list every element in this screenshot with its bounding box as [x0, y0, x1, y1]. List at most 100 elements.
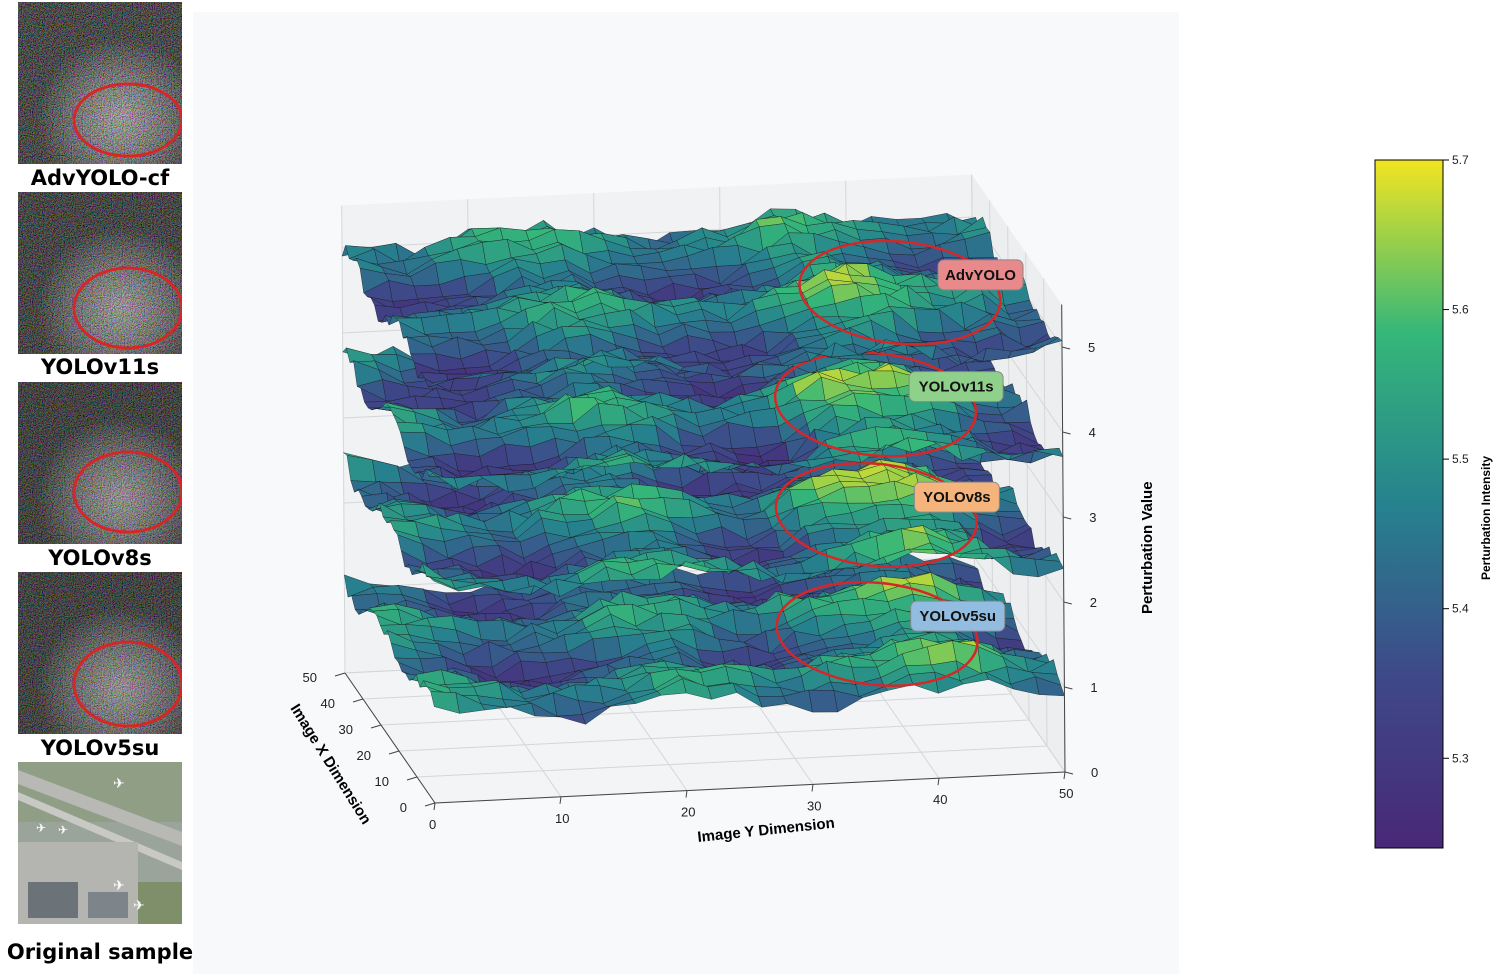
x-tick-label: 40	[321, 696, 335, 711]
thumbnail-label: YOLOv5su	[40, 736, 160, 760]
surface-cell	[420, 314, 451, 335]
z-tick-mark	[1063, 516, 1072, 520]
z-tick-mark	[1061, 346, 1071, 350]
z-tick-label: 1	[1090, 680, 1097, 695]
thumbnail-advyolo-cf	[18, 2, 182, 164]
grid-line	[380, 693, 1012, 726]
y-tick-label: 50	[1059, 786, 1073, 801]
colorbar-tick-label: 5.4	[1452, 602, 1469, 616]
x-tick-mark	[370, 724, 382, 729]
surface-cell	[867, 370, 898, 390]
y-tick-label: 10	[555, 811, 569, 826]
y-tick-mark	[811, 784, 814, 792]
airplane-icon: ✈	[36, 821, 46, 835]
highlight-ellipse	[775, 580, 979, 687]
surface-cell	[843, 486, 874, 504]
surface-cell	[454, 453, 484, 472]
surface-cell	[477, 619, 507, 642]
layer-tag-label: AdvYOLO	[945, 267, 1016, 284]
layer-tag: YOLOv5su	[910, 600, 1006, 632]
surface-cell	[878, 394, 909, 417]
layer-tag-label: YOLOv11s	[919, 379, 994, 396]
colorbar-tick-label: 5.7	[1452, 153, 1469, 167]
surface-cell	[1009, 556, 1039, 578]
surface-cell	[445, 312, 476, 333]
highlight-ellipse	[72, 266, 182, 350]
layer-tag-box	[913, 481, 1000, 513]
layer-tag: AdvYOLO	[937, 259, 1024, 291]
surface-cell	[396, 421, 426, 433]
thumbnail-label: YOLOv11s	[40, 355, 160, 379]
thumbnail-label: YOLOv8s	[48, 546, 152, 570]
x-tick-label: 0	[400, 800, 407, 815]
y-tick-label: 30	[807, 798, 821, 813]
layer-tag: YOLOv8s	[913, 481, 1000, 513]
highlight-ellipse	[72, 82, 182, 158]
surface-cell	[414, 395, 445, 410]
x-tick-label: 10	[375, 774, 389, 789]
grid-line	[341, 205, 346, 674]
thumbnail-yolov5su	[18, 572, 182, 734]
layer-tags: AdvYOLO YOLOv11s YOLOv8s YOLOv5su	[908, 259, 1024, 632]
thumbnail-label: Original sample	[6, 940, 194, 964]
surface-cell	[808, 689, 838, 713]
y-tick-mark	[937, 778, 940, 786]
z-tick-label: 4	[1089, 425, 1096, 440]
colorbar: 5.3 5.4 5.5 5.6 5.7 Perturbation Intensity	[1374, 153, 1493, 849]
y-tick-label: 20	[681, 805, 695, 820]
adversarial-noise-image	[18, 192, 182, 354]
y-tick-label: 40	[933, 792, 947, 807]
x-tick-label: 20	[357, 748, 371, 763]
layer-tag-label: YOLOv5su	[919, 608, 996, 625]
x-tick-label: 30	[339, 722, 353, 737]
y-axis-label: Image Y Dimension	[697, 815, 836, 846]
airplane-icon: ✈	[113, 877, 125, 893]
thumbnail-label: AdvYOLO-cf	[30, 166, 170, 190]
highlight-ellipse	[72, 450, 182, 534]
airplane-icon: ✈	[58, 823, 68, 837]
thumbnail-original: ✈ ✈ ✈ ✈ ✈	[18, 762, 182, 924]
x-tick-mark	[406, 776, 418, 781]
z-tick-label: 3	[1089, 510, 1096, 525]
colorbar-tick-label: 5.3	[1452, 751, 1469, 765]
adversarial-noise-image	[18, 572, 182, 734]
surface-cell	[1033, 447, 1064, 458]
surface-cell	[837, 598, 867, 616]
layer-tag: YOLOv11s	[908, 371, 1004, 403]
highlight-ellipse	[72, 640, 182, 728]
aerial-airport-image: ✈ ✈ ✈ ✈ ✈	[18, 762, 182, 924]
axes	[344, 304, 1066, 804]
y-tick-mark	[685, 790, 688, 798]
z-axis-line	[1061, 304, 1066, 773]
highlight-ellipse	[798, 239, 1002, 346]
x-tick-label: 50	[303, 670, 317, 685]
colorbar-label: Perturbation Intensity	[1479, 456, 1493, 580]
surface-cell	[1033, 337, 1063, 353]
tick-labels: 0 10 20 30 40 50 0 10 20 30 40 50 0 1 2 3 4 5	[303, 340, 1099, 832]
z-axis-label: Perturbation Value	[1139, 481, 1156, 614]
z-tick-label: 5	[1088, 340, 1095, 355]
surface-cell	[712, 245, 742, 267]
y-tick-label: 0	[429, 817, 436, 832]
z-tick-mark	[1064, 771, 1074, 775]
airplane-icon: ✈	[113, 775, 125, 791]
layer-tag-label: YOLOv8s	[923, 489, 991, 506]
surface-cell	[773, 286, 804, 294]
surface-cell	[914, 308, 944, 334]
colorbar-tick-label: 5.6	[1452, 303, 1469, 317]
x-tick-mark	[424, 802, 436, 807]
x-tick-mark	[334, 672, 346, 677]
z-tick-mark	[1062, 431, 1071, 435]
highlight-ellipse	[774, 461, 978, 568]
layer-tag-box	[937, 259, 1024, 291]
grid-line	[416, 745, 1048, 778]
adversarial-noise-image	[18, 2, 182, 164]
y-axis-line	[434, 771, 1066, 804]
y-tick-mark	[559, 796, 562, 804]
layer-tag-box	[908, 371, 1004, 403]
colorbar-gradient	[1374, 159, 1444, 849]
surface-cell	[749, 407, 779, 428]
adversarial-noise-image	[18, 382, 182, 544]
thumbnail-yolov8s	[18, 382, 182, 544]
